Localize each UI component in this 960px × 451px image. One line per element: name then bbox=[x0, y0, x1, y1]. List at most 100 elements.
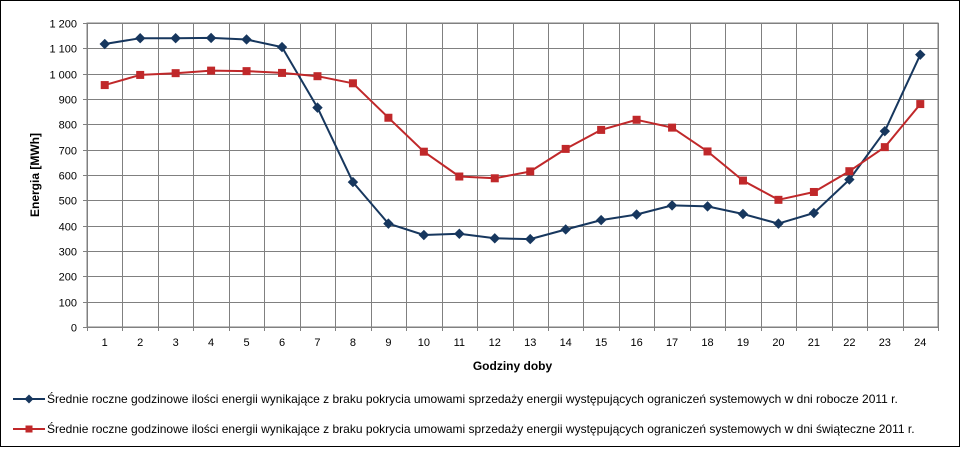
data-point-square bbox=[809, 187, 818, 196]
y-axis-title: Energia [MWh] bbox=[28, 133, 42, 217]
data-point-square bbox=[384, 113, 393, 122]
data-point-diamond bbox=[595, 214, 607, 226]
data-point-square bbox=[703, 147, 712, 156]
series-1-line bbox=[104, 36, 922, 241]
data-point-diamond bbox=[205, 32, 217, 44]
x-tick-label: 1 bbox=[102, 337, 108, 349]
data-point-diamond bbox=[418, 229, 430, 241]
data-point-square bbox=[171, 69, 180, 78]
data-point-square bbox=[313, 72, 322, 81]
x-tick-label: 2 bbox=[137, 337, 143, 349]
data-point-diamond bbox=[525, 233, 536, 245]
legend-label: Średnie roczne godzinowe ilości energii … bbox=[47, 421, 915, 436]
x-tick-label: 8 bbox=[350, 337, 356, 349]
x-tick-label: 20 bbox=[772, 337, 784, 349]
x-tick-label: 7 bbox=[314, 337, 320, 349]
data-point-square bbox=[668, 123, 677, 132]
series-layer bbox=[99, 32, 926, 245]
data-point-square bbox=[597, 125, 606, 134]
legend: Średnie roczne godzinowe ilości energii … bbox=[13, 391, 915, 436]
data-point-square bbox=[490, 174, 499, 183]
x-tick-label: 13 bbox=[524, 337, 536, 349]
y-tick-label: 1 200 bbox=[49, 19, 77, 31]
legend-item-1: Średnie roczne godzinowe ilości energii … bbox=[13, 391, 898, 406]
data-point-square bbox=[561, 144, 570, 153]
y-tick-label: 1 000 bbox=[49, 70, 77, 82]
data-point-square bbox=[845, 167, 854, 176]
legend-label: Średnie roczne godzinowe ilości energii … bbox=[47, 391, 898, 406]
data-point-diamond bbox=[347, 176, 359, 188]
x-tick-label: 6 bbox=[279, 337, 285, 349]
series-2-line bbox=[104, 69, 922, 201]
data-point-diamond bbox=[879, 125, 891, 137]
data-point-diamond bbox=[170, 32, 181, 44]
legend-marker-diamond bbox=[24, 394, 34, 404]
x-axis-ticks: 1 2 3 4 5 6 7 8 9 10 11 12 13 14 15 16 17 18 19 20 21 22 23 24 bbox=[87, 327, 939, 349]
y-tick-label: 600 bbox=[59, 171, 77, 183]
data-point-diamond bbox=[241, 34, 252, 45]
data-point-square bbox=[242, 67, 251, 76]
y-tick-label: 800 bbox=[59, 120, 77, 132]
data-point-diamond bbox=[489, 233, 500, 244]
data-point-diamond bbox=[312, 102, 323, 113]
x-tick-label: 17 bbox=[666, 337, 678, 349]
x-axis-title: Godziny doby bbox=[473, 359, 553, 373]
data-point-diamond bbox=[631, 209, 642, 220]
x-tick-label: 16 bbox=[630, 337, 642, 349]
y-tick-label: 700 bbox=[59, 146, 77, 158]
data-point-diamond bbox=[276, 41, 288, 53]
data-point-diamond bbox=[560, 224, 571, 235]
x-tick-label: 3 bbox=[173, 337, 179, 349]
data-point-square bbox=[207, 66, 216, 75]
y-tick-label: 400 bbox=[59, 222, 77, 234]
y-tick-label: 200 bbox=[59, 272, 77, 284]
data-point-diamond bbox=[383, 218, 394, 229]
x-tick-label: 24 bbox=[914, 337, 926, 349]
data-point-diamond bbox=[454, 228, 465, 239]
y-tick-label: 0 bbox=[71, 323, 77, 335]
data-point-square bbox=[455, 172, 464, 181]
y-tick-label: 1 100 bbox=[49, 44, 77, 56]
y-tick-label: 500 bbox=[59, 196, 77, 208]
data-point-square bbox=[278, 68, 287, 77]
data-point-square bbox=[916, 100, 925, 109]
data-point-diamond bbox=[666, 200, 678, 211]
x-tick-label: 11 bbox=[454, 337, 465, 349]
x-tick-label: 10 bbox=[418, 337, 430, 349]
data-point-square bbox=[880, 143, 889, 152]
x-tick-label: 5 bbox=[244, 337, 250, 349]
data-point-diamond bbox=[915, 49, 926, 60]
x-tick-label: 18 bbox=[701, 337, 713, 349]
data-point-square bbox=[738, 176, 747, 185]
data-point-diamond bbox=[99, 38, 110, 50]
legend-marker-square bbox=[25, 425, 33, 433]
data-point-diamond bbox=[737, 208, 749, 220]
data-point-diamond bbox=[702, 201, 713, 212]
data-point-square bbox=[774, 195, 783, 204]
data-point-square bbox=[100, 81, 109, 90]
legend-item-2: Średnie roczne godzinowe ilości energii … bbox=[13, 421, 915, 436]
y-tick-label: 100 bbox=[59, 298, 77, 310]
data-point-square bbox=[136, 70, 145, 79]
x-tick-label: 19 bbox=[737, 337, 749, 349]
x-tick-label: 12 bbox=[489, 337, 501, 349]
x-tick-label: 21 bbox=[808, 337, 820, 349]
data-point-diamond bbox=[773, 218, 784, 229]
data-point-square bbox=[419, 147, 428, 156]
x-tick-label: 23 bbox=[879, 337, 891, 349]
x-tick-label: 22 bbox=[843, 337, 855, 349]
x-tick-label: 14 bbox=[560, 337, 572, 349]
data-point-square bbox=[632, 115, 641, 124]
y-axis-ticks: 0 100 200 300 400 500 600 700 800 900 1 000 1 100 1 … bbox=[49, 19, 87, 335]
x-tick-label: 9 bbox=[385, 337, 391, 349]
data-point-square bbox=[348, 79, 357, 88]
y-tick-label: 300 bbox=[59, 247, 77, 259]
series-1 bbox=[99, 32, 926, 245]
data-point-diamond bbox=[844, 174, 855, 185]
data-point-diamond bbox=[134, 32, 146, 44]
x-tick-label: 15 bbox=[595, 337, 607, 349]
data-point-square bbox=[526, 167, 535, 176]
x-tick-label: 4 bbox=[208, 337, 214, 349]
